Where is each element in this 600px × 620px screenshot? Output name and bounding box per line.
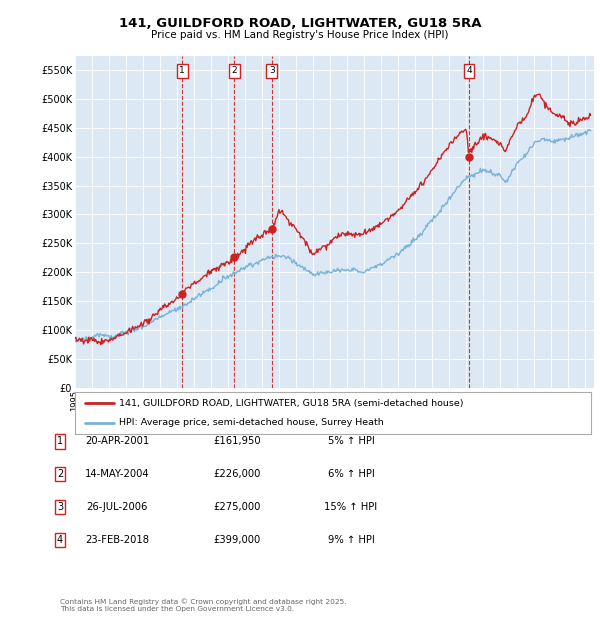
Text: £399,000: £399,000 xyxy=(214,535,260,545)
Text: £226,000: £226,000 xyxy=(214,469,260,479)
Text: 15% ↑ HPI: 15% ↑ HPI xyxy=(325,502,377,512)
Text: 2: 2 xyxy=(57,469,63,479)
Text: 3: 3 xyxy=(269,66,275,75)
Text: 14-MAY-2004: 14-MAY-2004 xyxy=(85,469,149,479)
Text: 26-JUL-2006: 26-JUL-2006 xyxy=(86,502,148,512)
Text: 4: 4 xyxy=(57,535,63,545)
Text: 20-APR-2001: 20-APR-2001 xyxy=(85,436,149,446)
Text: HPI: Average price, semi-detached house, Surrey Heath: HPI: Average price, semi-detached house,… xyxy=(119,418,383,427)
Text: 1: 1 xyxy=(179,66,185,75)
Text: 2: 2 xyxy=(232,66,237,75)
Text: £275,000: £275,000 xyxy=(214,502,260,512)
Text: 23-FEB-2018: 23-FEB-2018 xyxy=(85,535,149,545)
Text: 1: 1 xyxy=(57,436,63,446)
Text: £161,950: £161,950 xyxy=(213,436,261,446)
Text: 5% ↑ HPI: 5% ↑ HPI xyxy=(328,436,374,446)
Text: 141, GUILDFORD ROAD, LIGHTWATER, GU18 5RA: 141, GUILDFORD ROAD, LIGHTWATER, GU18 5R… xyxy=(119,17,481,30)
Text: 4: 4 xyxy=(466,66,472,75)
Text: 3: 3 xyxy=(57,502,63,512)
Text: Price paid vs. HM Land Registry's House Price Index (HPI): Price paid vs. HM Land Registry's House … xyxy=(151,30,449,40)
Text: Contains HM Land Registry data © Crown copyright and database right 2025.
This d: Contains HM Land Registry data © Crown c… xyxy=(60,598,347,612)
Text: 141, GUILDFORD ROAD, LIGHTWATER, GU18 5RA (semi-detached house): 141, GUILDFORD ROAD, LIGHTWATER, GU18 5R… xyxy=(119,399,463,408)
Text: 6% ↑ HPI: 6% ↑ HPI xyxy=(328,469,374,479)
Text: 9% ↑ HPI: 9% ↑ HPI xyxy=(328,535,374,545)
